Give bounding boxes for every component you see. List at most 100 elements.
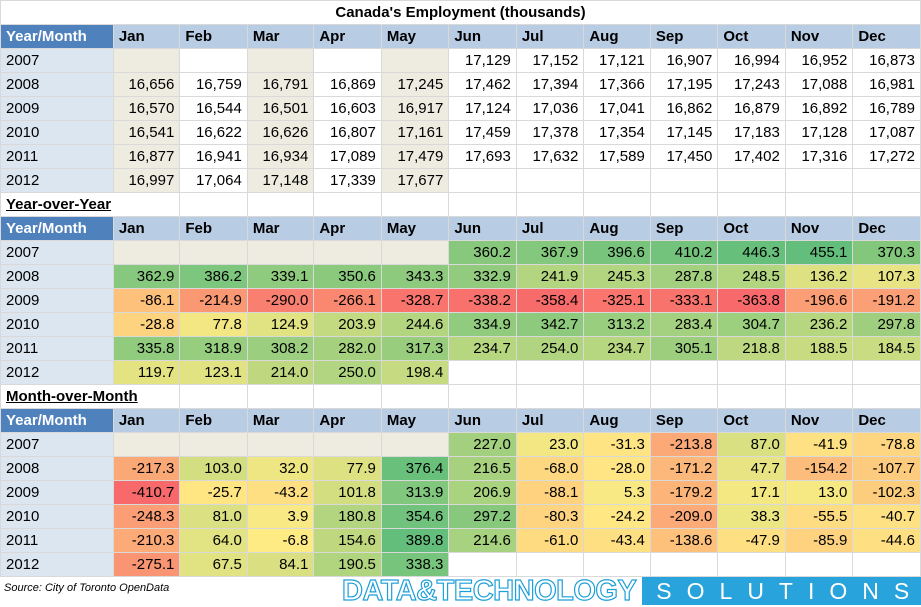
value-cell: 16,862 bbox=[649, 96, 719, 121]
value-cell: -43.2 bbox=[246, 480, 315, 505]
value-cell: 16,934 bbox=[246, 144, 315, 169]
value-cell: -86.1 bbox=[112, 288, 181, 313]
value-cell: 38.3 bbox=[717, 504, 786, 529]
value-cell: 180.8 bbox=[313, 504, 382, 529]
month-header-apr: Apr bbox=[313, 216, 382, 241]
table-row: 2010 16,541 16,622 16,626 16,807 17,161 17,459… bbox=[0, 120, 921, 145]
logo-main-text: DATA&TECHNOLOGY bbox=[341, 575, 637, 607]
value-cell: 184.5 bbox=[852, 336, 921, 361]
value-cell: -358.4 bbox=[515, 288, 585, 313]
value-cell: 455.1 bbox=[784, 240, 854, 265]
value-cell: 236.2 bbox=[784, 312, 854, 337]
value-cell: 17,036 bbox=[515, 96, 585, 121]
value-cell: 17,161 bbox=[380, 120, 450, 145]
value-cell: 77.9 bbox=[313, 456, 382, 481]
value-cell: -266.1 bbox=[313, 288, 382, 313]
empty-cell bbox=[583, 192, 651, 217]
value-cell: -410.7 bbox=[112, 480, 181, 505]
header-row: Year/Month Jan Feb Mar Apr May Jun Jul Aug Sep Oct… bbox=[0, 408, 921, 433]
value-cell: -107.7 bbox=[852, 456, 921, 481]
value-cell: 16,791 bbox=[246, 72, 315, 97]
value-cell: 317.3 bbox=[380, 336, 450, 361]
value-cell: 362.9 bbox=[112, 264, 181, 289]
empty-cell bbox=[852, 192, 921, 217]
month-header-oct: Oct bbox=[717, 408, 786, 433]
year-cell: 2011 bbox=[0, 528, 114, 553]
value-cell: 17,148 bbox=[246, 168, 315, 193]
value-cell: 254.0 bbox=[515, 336, 585, 361]
value-cell: -80.3 bbox=[515, 504, 585, 529]
month-header-feb: Feb bbox=[179, 408, 248, 433]
value-cell: 16,981 bbox=[852, 72, 921, 97]
value-cell: 17,245 bbox=[380, 72, 450, 97]
empty-cell bbox=[649, 192, 719, 217]
header-row: Year/Month Jan Feb Mar Apr May Jun Jul Aug Sep Oct… bbox=[0, 216, 921, 241]
value-cell: -325.1 bbox=[583, 288, 651, 313]
value-cell bbox=[448, 552, 517, 577]
value-cell: 17,243 bbox=[717, 72, 786, 97]
value-cell: 16,789 bbox=[852, 96, 921, 121]
value-cell: 16,941 bbox=[179, 144, 248, 169]
value-cell: 376.4 bbox=[380, 456, 450, 481]
value-cell: 17,128 bbox=[784, 120, 854, 145]
value-cell: 119.7 bbox=[112, 360, 181, 385]
empty-cell bbox=[380, 192, 450, 217]
month-header-may: May bbox=[380, 216, 450, 241]
value-cell: -24.2 bbox=[583, 504, 651, 529]
value-cell: -25.7 bbox=[179, 480, 248, 505]
value-cell: 17,129 bbox=[448, 48, 517, 73]
empty-cell bbox=[515, 192, 585, 217]
value-cell: 335.8 bbox=[112, 336, 181, 361]
value-cell: 16,807 bbox=[313, 120, 382, 145]
value-cell: 17,124 bbox=[448, 96, 517, 121]
value-cell: -43.4 bbox=[583, 528, 651, 553]
value-cell: -85.9 bbox=[784, 528, 854, 553]
value-cell: -328.7 bbox=[380, 288, 450, 313]
value-cell: 16,994 bbox=[717, 48, 786, 73]
month-header-jan: Jan bbox=[112, 24, 181, 49]
value-cell: 47.7 bbox=[717, 456, 786, 481]
year-month-header: Year/Month bbox=[0, 408, 114, 433]
value-cell: 13.0 bbox=[784, 480, 854, 505]
value-cell: 17,366 bbox=[583, 72, 651, 97]
value-cell: 386.2 bbox=[179, 264, 248, 289]
value-cell bbox=[313, 432, 382, 457]
value-cell: 318.9 bbox=[179, 336, 248, 361]
header-row: Year/Month Jan Feb Mar Apr May Jun Jul Aug Sep Oct… bbox=[0, 24, 921, 49]
value-cell bbox=[583, 360, 651, 385]
value-cell: 297.8 bbox=[852, 312, 921, 337]
title-row: Canada's Employment (thousands) bbox=[0, 0, 921, 25]
table-row: 2008 16,656 16,759 16,791 16,869 17,245 17,462… bbox=[0, 72, 921, 97]
value-cell: 227.0 bbox=[448, 432, 517, 457]
value-cell: 305.1 bbox=[649, 336, 719, 361]
month-header-jun: Jun bbox=[448, 408, 517, 433]
year-cell: 2009 bbox=[0, 288, 114, 313]
value-cell: 84.1 bbox=[246, 552, 315, 577]
value-cell: 16,656 bbox=[112, 72, 181, 97]
value-cell: 17,121 bbox=[583, 48, 651, 73]
empty-cell bbox=[179, 192, 248, 217]
empty-cell bbox=[246, 384, 315, 409]
empty-cell bbox=[313, 384, 382, 409]
section-title: Month-over-Month bbox=[0, 384, 181, 409]
value-cell: 16,877 bbox=[112, 144, 181, 169]
value-cell: 17,316 bbox=[784, 144, 854, 169]
value-cell bbox=[583, 552, 651, 577]
value-cell: -333.1 bbox=[649, 288, 719, 313]
table-row: 2009 -86.1 -214.9 -290.0 -266.1 -328.7 -338.2-… bbox=[0, 288, 921, 313]
value-cell bbox=[717, 168, 786, 193]
year-cell: 2008 bbox=[0, 264, 114, 289]
value-cell bbox=[246, 240, 315, 265]
year-cell: 2007 bbox=[0, 240, 114, 265]
value-cell: 17,339 bbox=[313, 168, 382, 193]
value-cell: 17,479 bbox=[380, 144, 450, 169]
value-cell: 342.7 bbox=[515, 312, 585, 337]
value-cell: 101.8 bbox=[313, 480, 382, 505]
empty-cell bbox=[852, 384, 921, 409]
table-row: 2009 16,570 16,544 16,501 16,603 16,917 17,124… bbox=[0, 96, 921, 121]
value-cell: -78.8 bbox=[852, 432, 921, 457]
value-cell: 81.0 bbox=[179, 504, 248, 529]
value-cell bbox=[112, 240, 181, 265]
month-header-jun: Jun bbox=[448, 24, 517, 49]
value-cell bbox=[112, 48, 181, 73]
